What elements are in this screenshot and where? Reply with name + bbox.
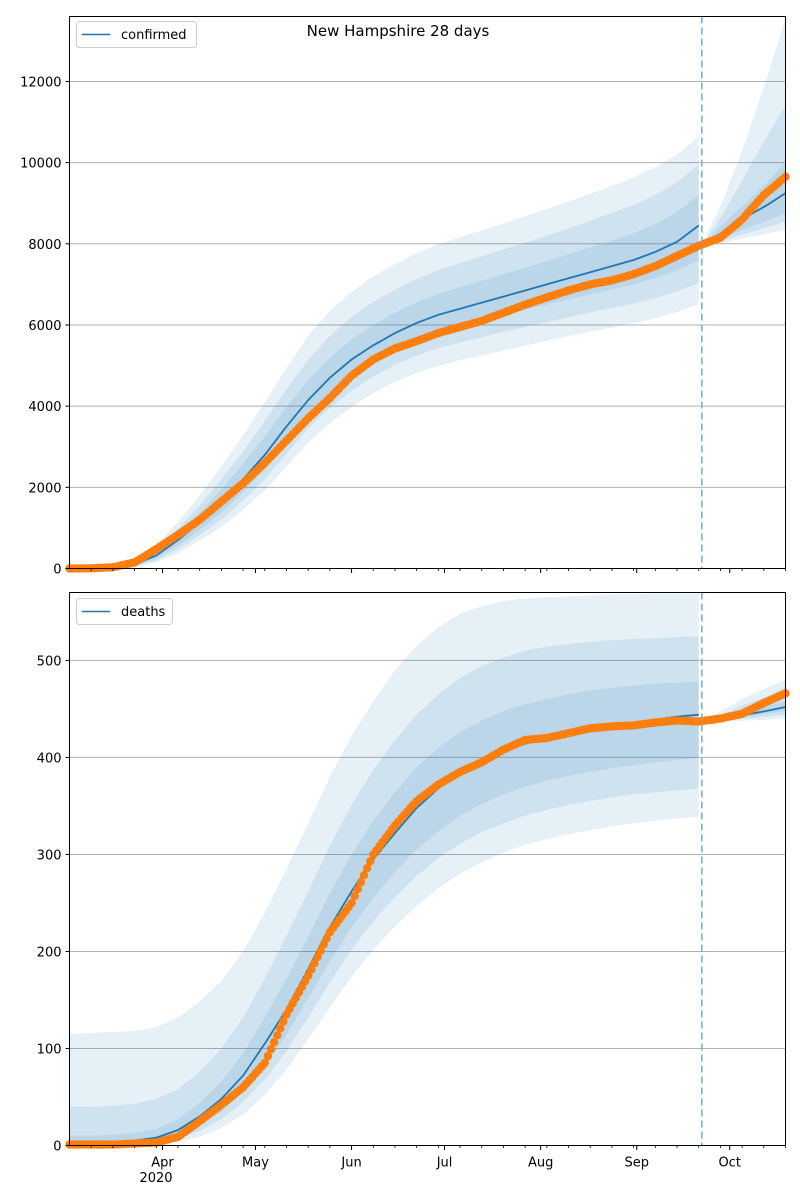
y-axis-ticks: 0 100 200 300 400 500 — [37, 654, 70, 1155]
observed-point — [310, 959, 319, 968]
deaths-panel: 0 100 200 300 400 500 Apr May Jun Jul Aug Sep Oct 2… — [37, 592, 790, 1186]
observed-points — [65, 689, 790, 1149]
observed-point — [269, 1038, 279, 1047]
y-tick-label: 6000 — [28, 319, 61, 334]
uncertainty-band — [701, 18, 786, 246]
y-tick-label: 4000 — [28, 400, 61, 415]
observed-point — [260, 1058, 269, 1068]
observed-point — [266, 1045, 276, 1054]
observed-point — [316, 946, 325, 955]
x-tick-label: Oct — [718, 1156, 740, 1171]
x-axis-ticks: Apr May Jun Jul Aug Sep Oct — [90, 1145, 786, 1171]
uncertainty-band — [701, 105, 786, 246]
x-tick-label: Jul — [436, 1156, 453, 1171]
observed-point — [356, 878, 366, 887]
y-tick-label: 400 — [37, 751, 62, 766]
observed-point — [353, 884, 362, 894]
series-line-confirmed — [69, 224, 700, 570]
y-tick-label: 12000 — [20, 75, 61, 90]
y-tick-label: 300 — [37, 848, 62, 863]
observed-point — [366, 857, 375, 866]
plot-frame — [69, 16, 786, 569]
legend-box — [76, 598, 173, 625]
observed-point — [350, 891, 359, 901]
uncertainty-band — [701, 162, 786, 246]
observed-point — [276, 1024, 285, 1033]
x-tick-label: Aug — [528, 1156, 553, 1171]
observed-point — [322, 934, 331, 943]
observed-point — [263, 1051, 273, 1061]
y-axis-ticks: 0 2000 4000 6000 8000 10000 12000 — [20, 75, 70, 578]
y-tick-label: 8000 — [28, 238, 61, 253]
y-gridlines — [69, 659, 786, 1049]
x-tick-label: Jun — [340, 1156, 361, 1171]
observed-point — [313, 952, 322, 962]
legend-label-deaths: deaths — [121, 605, 166, 620]
y-tick-label: 2000 — [28, 481, 61, 496]
confirmed-panel: 0 2000 4000 6000 8000 10000 12000 New Hampshir… — [20, 16, 790, 578]
y-tick-label: 200 — [37, 945, 62, 960]
uncertainty-band — [69, 593, 699, 1146]
y-tick-label: 500 — [37, 654, 62, 669]
legend: confirmed — [76, 21, 197, 48]
legend-box — [76, 21, 197, 48]
legend: deaths — [76, 598, 173, 625]
observed-point — [273, 1031, 282, 1040]
observed-point — [307, 965, 316, 974]
y-tick-label: 0 — [53, 1140, 61, 1155]
plot-frame — [69, 592, 786, 1146]
observed-point — [304, 971, 313, 980]
y-tick-label: 10000 — [20, 157, 61, 172]
uncertainty-band — [701, 687, 786, 722]
observed-point — [347, 898, 356, 908]
legend-label-confirmed: confirmed — [121, 28, 187, 43]
y-tick-label: 100 — [37, 1042, 62, 1057]
observed-point — [362, 864, 372, 873]
y-tick-label: 0 — [53, 563, 61, 578]
uncertainty-band — [69, 195, 699, 569]
y-gridlines — [69, 80, 786, 488]
x-tick-label: Sep — [624, 1156, 649, 1171]
x-axis-ticks — [90, 568, 786, 573]
x-tick-label: Apr — [151, 1156, 174, 1171]
uncertainty-band — [69, 164, 699, 569]
observed-point — [319, 940, 328, 949]
observed-point — [359, 871, 369, 880]
chart-title: New Hampshire 28 days — [307, 22, 490, 40]
observed-point — [279, 1017, 288, 1026]
x-tick-label: May — [242, 1156, 269, 1171]
uncertainty-band — [69, 636, 699, 1146]
x-axis-year-label: 2020 — [139, 1171, 172, 1186]
